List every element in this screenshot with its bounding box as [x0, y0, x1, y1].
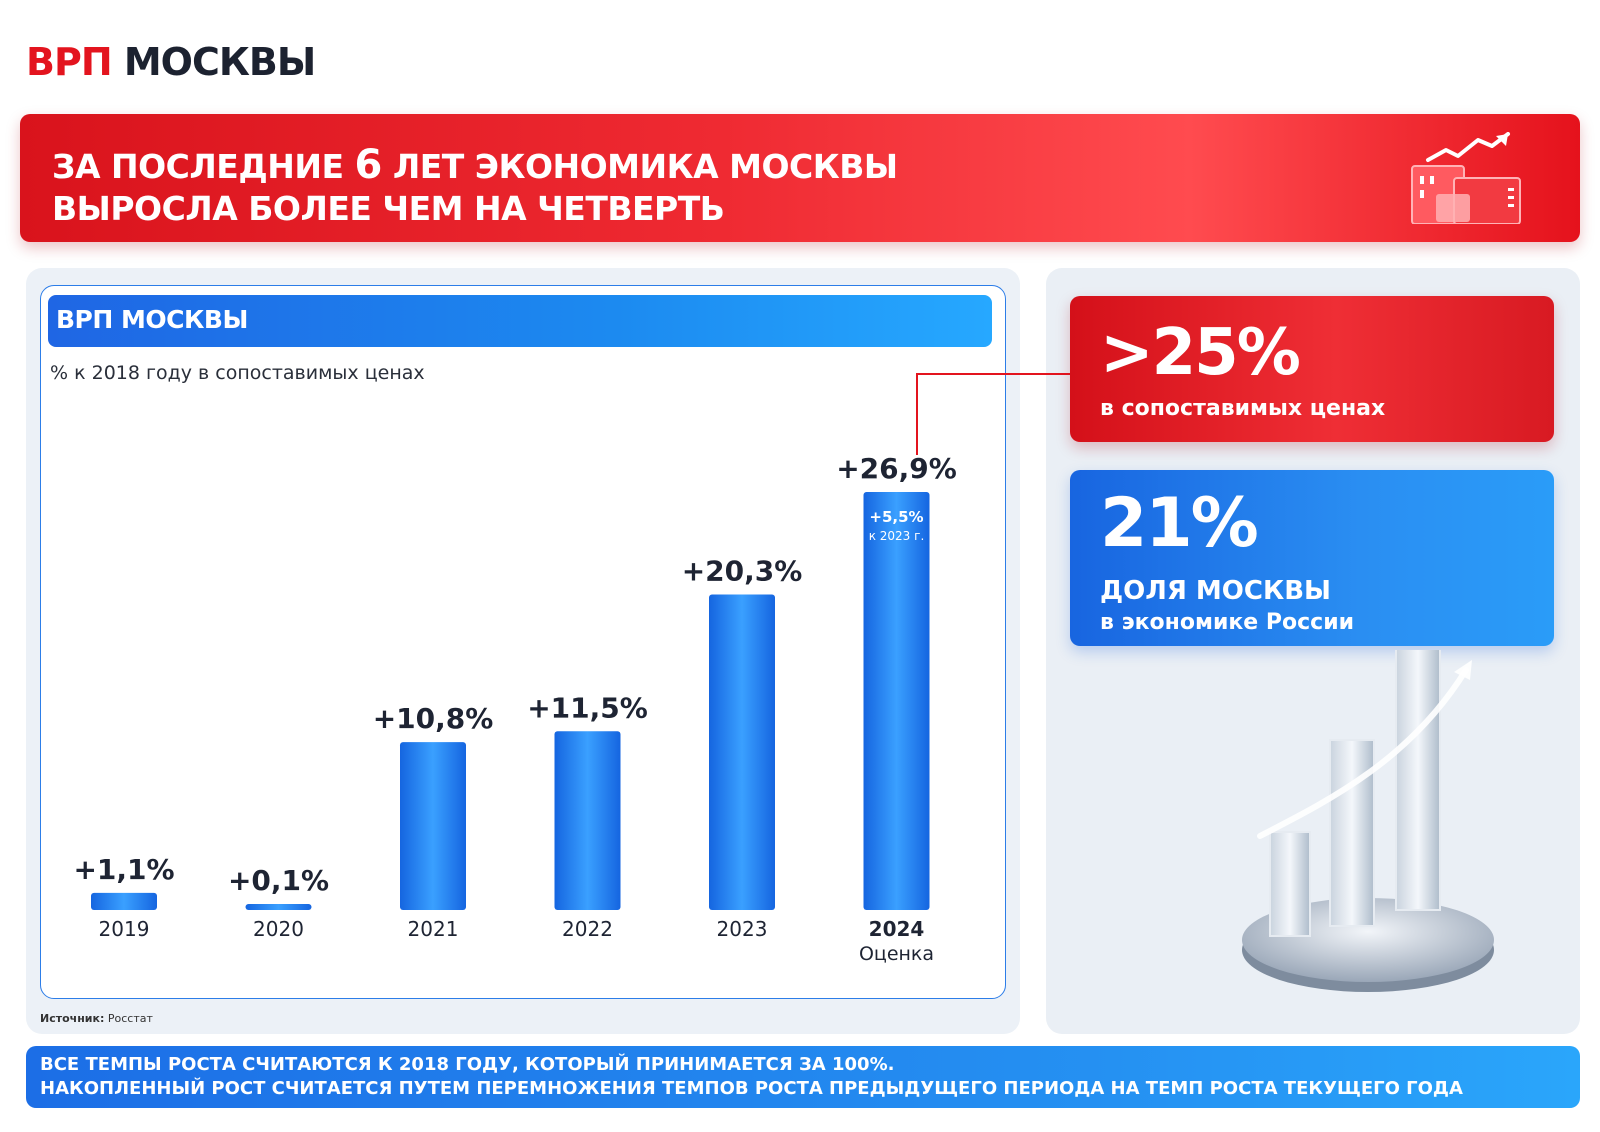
bar-2023: [709, 594, 775, 910]
chart-heading-bar: ВРП МОСКВЫ: [48, 295, 992, 347]
source-label: Источник:: [40, 1012, 105, 1025]
page-title-red: ВРП: [26, 40, 113, 84]
value-label-2021: +10,8%: [373, 702, 494, 735]
source-note: Источник: Росстат: [40, 1012, 153, 1025]
growth-card-value: >25%: [1100, 316, 1301, 390]
x-tick-2021: 2021: [408, 917, 459, 941]
bar-2024: [863, 492, 930, 910]
chart-card: [40, 285, 1006, 999]
headline-banner: ЗА ПОСЛЕДНИЕ 6 ЛЕТ ЭКОНОМИКА МОСКВЫ ВЫРО…: [20, 114, 1580, 242]
value-label-2019: +1,1%: [73, 853, 174, 886]
value-label-2023: +20,3%: [682, 555, 803, 588]
share-card: 21% ДОЛЯ МОСКВЫ в экономике России: [1070, 470, 1554, 646]
chart-subtitle: % к 2018 году в сопоставимых ценах: [50, 362, 425, 384]
share-card-label-line2: в экономике России: [1100, 610, 1355, 635]
x-tick-2019: 2019: [99, 917, 150, 941]
x-tick-2022: 2022: [562, 917, 613, 941]
growth-card-label: в сопоставимых ценах: [1100, 396, 1386, 421]
headline-line1-b: ЛЕТ ЭКОНОМИКА МОСКВЫ: [381, 147, 898, 186]
x-tick-2024: 2024: [869, 917, 925, 941]
inner-annotation-note: к 2023 г.: [869, 529, 925, 543]
headline-line2: ВЫРОСЛА БОЛЕЕ ЧЕМ НА ЧЕТВЕРТЬ: [52, 189, 725, 228]
bar-chart: +1,1% 2019 +0,1% 2020 +10,8% 2021 +11,5% 2022 +2…: [73, 452, 957, 965]
footer-line2: НАКОПЛЕННЫЙ РОСТ СЧИТАЕТСЯ ПУТЕМ ПЕРЕМНО…: [40, 1078, 1463, 1099]
value-label-2022: +11,5%: [527, 691, 648, 724]
city-growth-icon: [1411, 132, 1521, 224]
bar-2020: [245, 904, 312, 910]
footer-note: ВСЕ ТЕМПЫ РОСТА СЧИТАЮТСЯ К 2018 ГОДУ, К…: [26, 1046, 1580, 1108]
chart-heading: ВРП МОСКВЫ: [56, 305, 248, 334]
share-card-label-line1: ДОЛЯ МОСКВЫ: [1100, 576, 1331, 606]
growth-card: >25% в сопоставимых ценах: [1070, 296, 1554, 442]
headline-line1-number: 6: [354, 142, 382, 188]
footer-line1: ВСЕ ТЕМПЫ РОСТА СЧИТАЮТСЯ К 2018 ГОДУ, К…: [40, 1054, 895, 1075]
x-tick-note-2024: Оценка: [859, 943, 934, 965]
share-card-value: 21%: [1100, 484, 1259, 563]
bar-2022: [554, 731, 621, 910]
bar-2021: [400, 742, 466, 910]
inner-annotation-value: +5,5%: [869, 508, 923, 526]
source-value: Росстат: [107, 1012, 153, 1025]
headline-text: ЗА ПОСЛЕДНИЕ 6 ЛЕТ ЭКОНОМИКА МОСКВЫ ВЫРО…: [52, 144, 898, 230]
headline-line1-a: ЗА ПОСЛЕДНИЕ: [52, 147, 355, 186]
bar-2019: [91, 892, 157, 910]
callout-connector-line: [916, 373, 1078, 455]
glass-bar-chart-icon: [1242, 650, 1494, 992]
x-tick-2020: 2020: [253, 917, 304, 941]
page-title: ВРП МОСКВЫ: [26, 40, 316, 84]
value-label-2020: +0,1%: [228, 864, 329, 897]
x-tick-2023: 2023: [717, 917, 768, 941]
value-label-2024: +26,9%: [836, 452, 957, 485]
page-title-dark: МОСКВЫ: [123, 40, 316, 84]
